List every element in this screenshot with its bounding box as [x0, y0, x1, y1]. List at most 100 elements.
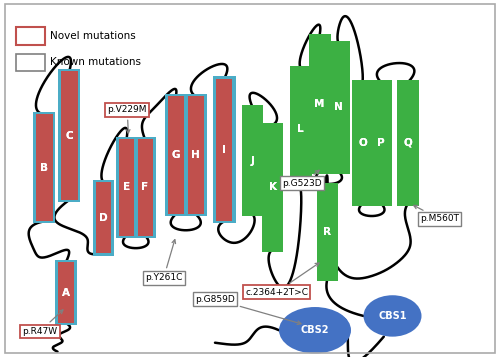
Ellipse shape [279, 307, 351, 353]
FancyBboxPatch shape [168, 96, 184, 214]
FancyBboxPatch shape [184, 94, 207, 216]
FancyBboxPatch shape [374, 82, 388, 203]
FancyBboxPatch shape [290, 66, 312, 191]
Text: I: I [222, 145, 226, 155]
Text: CBS1: CBS1 [378, 311, 407, 321]
FancyBboxPatch shape [61, 71, 78, 200]
Text: F: F [142, 182, 148, 192]
FancyBboxPatch shape [58, 69, 80, 202]
Text: p.Y261C: p.Y261C [145, 240, 182, 282]
Text: O: O [358, 138, 367, 148]
Text: Novel mutations: Novel mutations [50, 31, 136, 41]
FancyBboxPatch shape [245, 107, 260, 214]
FancyBboxPatch shape [265, 125, 280, 250]
Text: Q: Q [404, 138, 412, 148]
FancyBboxPatch shape [242, 105, 263, 216]
Text: H: H [192, 150, 200, 160]
Text: B: B [40, 163, 48, 173]
Text: A: A [62, 288, 70, 298]
FancyBboxPatch shape [138, 139, 152, 236]
FancyBboxPatch shape [312, 36, 328, 171]
Text: p.V229M: p.V229M [108, 105, 147, 133]
Text: H: H [192, 150, 200, 160]
FancyBboxPatch shape [242, 105, 263, 216]
Text: D: D [99, 213, 108, 223]
FancyBboxPatch shape [320, 186, 335, 278]
Text: N: N [334, 102, 343, 112]
FancyBboxPatch shape [317, 183, 338, 281]
FancyBboxPatch shape [116, 137, 137, 238]
FancyBboxPatch shape [134, 137, 156, 238]
Text: F: F [142, 182, 148, 192]
FancyBboxPatch shape [370, 80, 392, 206]
Ellipse shape [364, 295, 422, 337]
FancyBboxPatch shape [58, 262, 74, 323]
FancyBboxPatch shape [54, 260, 77, 325]
FancyBboxPatch shape [265, 125, 280, 250]
Text: G: G [172, 150, 180, 160]
FancyBboxPatch shape [330, 43, 346, 171]
FancyBboxPatch shape [397, 80, 419, 206]
FancyBboxPatch shape [134, 137, 156, 238]
FancyBboxPatch shape [119, 139, 134, 236]
Text: R: R [324, 227, 332, 237]
FancyBboxPatch shape [216, 79, 232, 221]
FancyBboxPatch shape [262, 123, 283, 252]
Text: J: J [250, 156, 254, 166]
FancyBboxPatch shape [96, 182, 111, 253]
FancyBboxPatch shape [16, 27, 45, 45]
Text: E: E [123, 182, 130, 192]
FancyBboxPatch shape [58, 262, 74, 323]
FancyBboxPatch shape [328, 41, 349, 174]
Text: p.G523D: p.G523D [282, 170, 322, 188]
FancyBboxPatch shape [355, 82, 370, 203]
Text: P: P [377, 138, 385, 148]
Text: J: J [250, 156, 254, 166]
Text: L: L [297, 124, 304, 134]
FancyBboxPatch shape [164, 94, 187, 216]
FancyBboxPatch shape [397, 80, 419, 206]
Text: A: A [62, 288, 70, 298]
FancyBboxPatch shape [16, 54, 45, 71]
FancyBboxPatch shape [184, 94, 207, 216]
FancyBboxPatch shape [292, 68, 308, 189]
FancyBboxPatch shape [400, 82, 416, 203]
FancyBboxPatch shape [96, 182, 111, 253]
Text: CBS2: CBS2 [301, 325, 329, 335]
FancyBboxPatch shape [330, 43, 346, 171]
FancyBboxPatch shape [119, 139, 134, 236]
Text: K: K [268, 182, 276, 192]
Text: I: I [222, 145, 226, 155]
FancyBboxPatch shape [352, 80, 373, 206]
FancyBboxPatch shape [116, 137, 137, 238]
FancyBboxPatch shape [36, 114, 52, 221]
Text: N: N [334, 102, 343, 112]
FancyBboxPatch shape [36, 114, 52, 221]
Text: O: O [358, 138, 367, 148]
Text: K: K [268, 182, 276, 192]
FancyBboxPatch shape [216, 79, 232, 221]
FancyBboxPatch shape [400, 82, 416, 203]
FancyBboxPatch shape [33, 112, 56, 223]
FancyBboxPatch shape [213, 76, 236, 223]
Text: Known mutations: Known mutations [50, 57, 141, 67]
FancyBboxPatch shape [33, 112, 56, 223]
FancyBboxPatch shape [308, 34, 330, 174]
Text: L: L [297, 124, 304, 134]
FancyBboxPatch shape [54, 260, 77, 325]
FancyBboxPatch shape [290, 66, 312, 191]
Text: Q: Q [404, 138, 412, 148]
FancyBboxPatch shape [308, 34, 330, 174]
FancyBboxPatch shape [61, 71, 78, 200]
Text: C: C [66, 131, 73, 141]
Text: c.2364+2T>C: c.2364+2T>C [245, 263, 319, 297]
FancyBboxPatch shape [168, 96, 184, 214]
FancyBboxPatch shape [138, 139, 152, 236]
FancyBboxPatch shape [374, 82, 388, 203]
FancyBboxPatch shape [188, 96, 204, 214]
Text: D: D [99, 213, 108, 223]
Text: E: E [123, 182, 130, 192]
FancyBboxPatch shape [320, 186, 335, 278]
Text: G: G [172, 150, 180, 160]
FancyBboxPatch shape [213, 76, 236, 223]
